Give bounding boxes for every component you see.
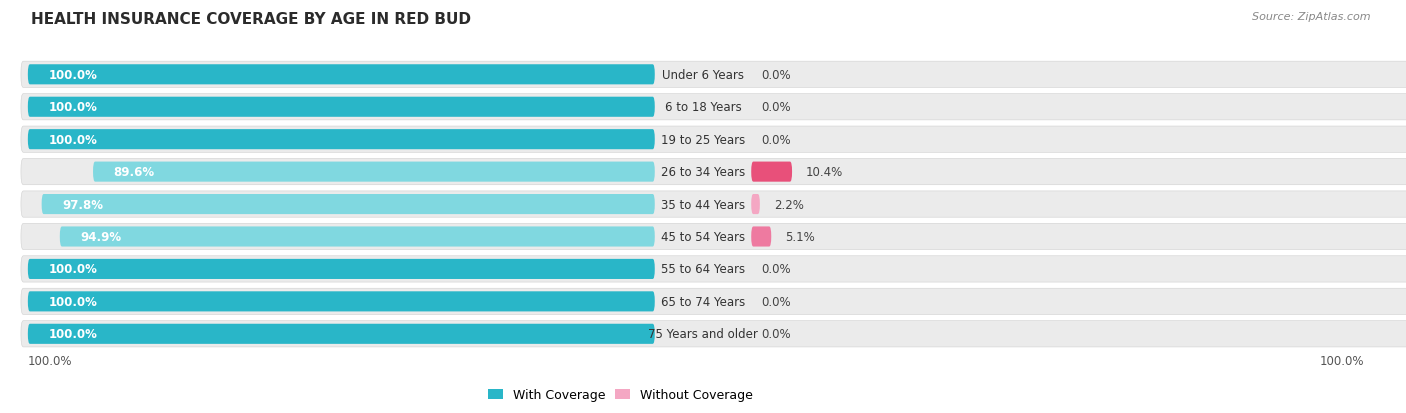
Text: 55 to 64 Years: 55 to 64 Years — [661, 263, 745, 276]
FancyBboxPatch shape — [21, 127, 1406, 153]
FancyBboxPatch shape — [751, 162, 792, 182]
Text: 94.9%: 94.9% — [80, 230, 121, 243]
Text: 100.0%: 100.0% — [48, 69, 97, 82]
FancyBboxPatch shape — [21, 321, 1406, 347]
Text: 100.0%: 100.0% — [28, 354, 72, 367]
FancyBboxPatch shape — [28, 130, 655, 150]
Text: 0.0%: 0.0% — [762, 69, 792, 82]
Text: 10.4%: 10.4% — [806, 166, 844, 179]
Text: 0.0%: 0.0% — [762, 295, 792, 308]
FancyBboxPatch shape — [93, 162, 655, 182]
FancyBboxPatch shape — [28, 97, 655, 118]
Text: Source: ZipAtlas.com: Source: ZipAtlas.com — [1253, 12, 1371, 22]
Text: 100.0%: 100.0% — [48, 263, 97, 276]
Text: 100.0%: 100.0% — [1320, 354, 1364, 367]
FancyBboxPatch shape — [21, 95, 1406, 121]
Text: 89.6%: 89.6% — [114, 166, 155, 179]
Text: 75 Years and older: 75 Years and older — [648, 328, 758, 340]
FancyBboxPatch shape — [21, 159, 1406, 185]
Text: 100.0%: 100.0% — [48, 101, 97, 114]
FancyBboxPatch shape — [21, 62, 1406, 88]
Text: 100.0%: 100.0% — [48, 133, 97, 146]
Text: 65 to 74 Years: 65 to 74 Years — [661, 295, 745, 308]
Text: 19 to 25 Years: 19 to 25 Years — [661, 133, 745, 146]
Text: 2.2%: 2.2% — [773, 198, 803, 211]
FancyBboxPatch shape — [28, 292, 655, 312]
Text: 0.0%: 0.0% — [762, 133, 792, 146]
Text: 97.8%: 97.8% — [62, 198, 103, 211]
FancyBboxPatch shape — [42, 195, 655, 215]
Text: 45 to 54 Years: 45 to 54 Years — [661, 230, 745, 243]
Text: HEALTH INSURANCE COVERAGE BY AGE IN RED BUD: HEALTH INSURANCE COVERAGE BY AGE IN RED … — [31, 12, 471, 27]
Text: 100.0%: 100.0% — [48, 328, 97, 340]
Text: 0.0%: 0.0% — [762, 328, 792, 340]
Text: 26 to 34 Years: 26 to 34 Years — [661, 166, 745, 179]
FancyBboxPatch shape — [751, 227, 772, 247]
FancyBboxPatch shape — [21, 224, 1406, 250]
Text: Under 6 Years: Under 6 Years — [662, 69, 744, 82]
Text: 5.1%: 5.1% — [785, 230, 815, 243]
Text: 100.0%: 100.0% — [48, 295, 97, 308]
FancyBboxPatch shape — [60, 227, 655, 247]
Text: 6 to 18 Years: 6 to 18 Years — [665, 101, 741, 114]
FancyBboxPatch shape — [28, 65, 655, 85]
FancyBboxPatch shape — [751, 195, 759, 215]
Text: 0.0%: 0.0% — [762, 101, 792, 114]
FancyBboxPatch shape — [21, 289, 1406, 315]
FancyBboxPatch shape — [21, 192, 1406, 218]
Text: 0.0%: 0.0% — [762, 263, 792, 276]
FancyBboxPatch shape — [28, 324, 655, 344]
Legend: With Coverage, Without Coverage: With Coverage, Without Coverage — [488, 388, 754, 401]
FancyBboxPatch shape — [28, 259, 655, 279]
FancyBboxPatch shape — [21, 256, 1406, 282]
Text: 35 to 44 Years: 35 to 44 Years — [661, 198, 745, 211]
